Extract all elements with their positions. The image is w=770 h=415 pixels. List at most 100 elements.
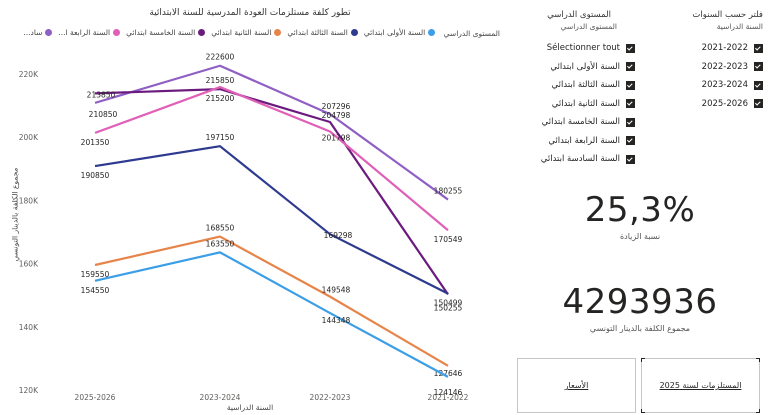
focus-corner bbox=[641, 358, 645, 362]
data-label: 201350 bbox=[81, 138, 110, 147]
slicer-item-label: 2025-2026 bbox=[701, 98, 748, 109]
needs-2025-button-label: المستلزمات لسنة 2025 bbox=[659, 381, 742, 390]
checkbox-checked-icon[interactable] bbox=[754, 99, 763, 109]
level-slicer-item[interactable]: السنة الثالثة ابتدائي bbox=[505, 76, 635, 95]
legend-title: المستوى الدراسي bbox=[443, 29, 500, 38]
data-label: 180255 bbox=[434, 187, 463, 196]
slicer-item-label: السنة السادسة ابتدائي bbox=[540, 154, 620, 165]
legend-item-label: السنة الثانية ابتدائي bbox=[211, 28, 272, 37]
legend-item-label: السنة الرابعة ا... bbox=[58, 28, 111, 37]
slicer-item-label: 2022-2023 bbox=[701, 61, 748, 72]
legend-dot-icon bbox=[45, 29, 53, 36]
level-slicer-item[interactable]: السنة الخامسة ابتدائي bbox=[505, 113, 635, 132]
year-slicer-item[interactable]: 2023-2024 bbox=[643, 76, 763, 95]
year-slicer-item[interactable]: 2021-2022 bbox=[643, 39, 763, 58]
legend-item[interactable]: السنة الخامسة ابتدائي bbox=[126, 28, 206, 37]
legend-item-label: ساد... bbox=[23, 28, 43, 37]
legend-item[interactable]: السنة الرابعة ا... bbox=[58, 28, 121, 37]
line-chart-visual[interactable]: تطور كلفة مستلزمات العودة المدرسية للسنة… bbox=[0, 0, 501, 415]
x-tick-label: 2023-2024 bbox=[200, 393, 241, 402]
slicer-item-label: 2021-2022 bbox=[701, 43, 748, 54]
level-slicer-item[interactable]: السنة الثانية ابتدائي bbox=[505, 95, 635, 114]
data-label: 144348 bbox=[322, 316, 351, 325]
legend-item-label: السنة الأولى ابتدائي bbox=[363, 28, 426, 37]
checkbox-checked-icon[interactable] bbox=[754, 62, 763, 72]
data-label: 213850 bbox=[87, 90, 116, 99]
checkbox-checked-icon[interactable] bbox=[754, 43, 763, 53]
data-label: 170549 bbox=[434, 235, 463, 244]
legend-dot-icon bbox=[198, 29, 206, 36]
kpi-total-card: 4293936 مجموع الكلفة بالدينار التونسي bbox=[555, 282, 725, 333]
y-tick-label: 120K bbox=[19, 386, 39, 395]
series-line[interactable] bbox=[94, 145, 449, 295]
data-label: 215850 bbox=[206, 76, 235, 85]
prices-button-label: الأسعار bbox=[564, 381, 589, 390]
focus-corner bbox=[756, 358, 760, 362]
data-label: 163550 bbox=[206, 239, 235, 248]
kpi-increase-label: نسبة الزيادة bbox=[619, 232, 661, 241]
checkbox-checked-icon[interactable] bbox=[626, 117, 635, 127]
year-slicer-item[interactable]: 2025-2026 bbox=[643, 95, 763, 114]
chart-title: تطور كلفة مستلزمات العودة المدرسية للسنة… bbox=[149, 8, 351, 18]
data-label: 168550 bbox=[206, 224, 235, 233]
level-slicer[interactable]: المستوى الدراسي المستوى الدراسي Sélectio… bbox=[505, 10, 635, 169]
slicer-item-label: 2023-2024 bbox=[701, 80, 748, 91]
legend-item[interactable]: السنة الثانية ابتدائي bbox=[211, 28, 282, 37]
data-label: 154550 bbox=[81, 286, 110, 295]
checkbox-checked-icon[interactable] bbox=[626, 80, 635, 90]
series-line[interactable] bbox=[94, 251, 449, 378]
chart-plot: 220K 200K 180K 160K 140K 120K 2025-2026 2023-20… bbox=[19, 53, 469, 402]
checkbox-checked-icon[interactable] bbox=[754, 80, 763, 90]
data-label: 215200 bbox=[206, 94, 235, 103]
y-tick-label: 200K bbox=[19, 133, 39, 142]
slicer-item-label: Sélectionner tout bbox=[546, 43, 620, 54]
series-line[interactable] bbox=[94, 235, 449, 367]
level-slicer-subtitle: المستوى الدراسي bbox=[560, 22, 617, 31]
level-slicer-item[interactable]: Sélectionner tout bbox=[505, 39, 635, 58]
series-line[interactable] bbox=[94, 85, 449, 232]
x-tick-label: 2022-2023 bbox=[310, 393, 351, 402]
year-slicer-item[interactable]: 2022-2023 bbox=[643, 58, 763, 77]
level-slicer-title: المستوى الدراسي bbox=[547, 10, 611, 20]
data-label: 197150 bbox=[206, 133, 235, 142]
level-slicer-item[interactable]: السنة الأولى ابتدائي bbox=[505, 58, 635, 77]
series-line[interactable] bbox=[94, 88, 449, 296]
checkbox-checked-icon[interactable] bbox=[626, 62, 635, 72]
checkbox-checked-icon[interactable] bbox=[626, 43, 635, 53]
y-tick-label: 160K bbox=[19, 260, 39, 269]
data-label: 127646 bbox=[434, 369, 463, 378]
legend-item[interactable]: السنة الثالثة ابتدائي bbox=[287, 28, 358, 37]
data-label: 124146 bbox=[434, 388, 463, 397]
checkbox-checked-icon[interactable] bbox=[626, 136, 635, 146]
year-slicer-title: فلتر حسب السنوات bbox=[692, 10, 763, 20]
legend-item[interactable]: السنة الأولى ابتدائي bbox=[363, 28, 436, 37]
data-label: 190850 bbox=[81, 171, 110, 180]
legend-dot-icon bbox=[113, 29, 121, 36]
legend-dot-icon bbox=[350, 29, 358, 36]
x-tick-label: 2021-2022 bbox=[428, 393, 469, 402]
data-label: 150255 bbox=[434, 303, 463, 312]
data-label: 222600 bbox=[206, 53, 235, 62]
series-line[interactable] bbox=[94, 64, 449, 201]
checkbox-checked-icon[interactable] bbox=[626, 99, 635, 109]
needs-2025-button[interactable]: المستلزمات لسنة 2025 bbox=[641, 358, 760, 413]
focus-corner bbox=[641, 409, 645, 413]
data-label: 207296 bbox=[322, 102, 351, 111]
focus-corner bbox=[756, 409, 760, 413]
legend-item[interactable]: ساد... bbox=[23, 28, 53, 37]
checkbox-checked-icon[interactable] bbox=[626, 154, 635, 164]
x-tick-label: 2025-2026 bbox=[75, 393, 116, 402]
year-slicer[interactable]: فلتر حسب السنوات السنة الدراسية 2021-202… bbox=[643, 10, 763, 113]
level-slicer-item[interactable]: السنة الرابعة ابتدائي bbox=[505, 132, 635, 151]
prices-button[interactable]: الأسعار bbox=[517, 358, 636, 413]
y-tick-label: 140K bbox=[19, 323, 39, 332]
kpi-increase-card: 25,3% نسبة الزيادة bbox=[560, 190, 720, 241]
data-label: 201798 bbox=[322, 133, 351, 142]
level-slicer-item[interactable]: السنة السادسة ابتدائي bbox=[505, 150, 635, 169]
slicer-item-label: السنة الرابعة ابتدائي bbox=[548, 135, 620, 146]
data-label: 159550 bbox=[81, 270, 110, 279]
kpi-total-value: 4293936 bbox=[562, 282, 718, 322]
data-label: 204798 bbox=[322, 111, 351, 120]
kpi-total-label: مجموع الكلفة بالدينار التونسي bbox=[589, 324, 691, 333]
data-label: 149548 bbox=[322, 286, 351, 295]
